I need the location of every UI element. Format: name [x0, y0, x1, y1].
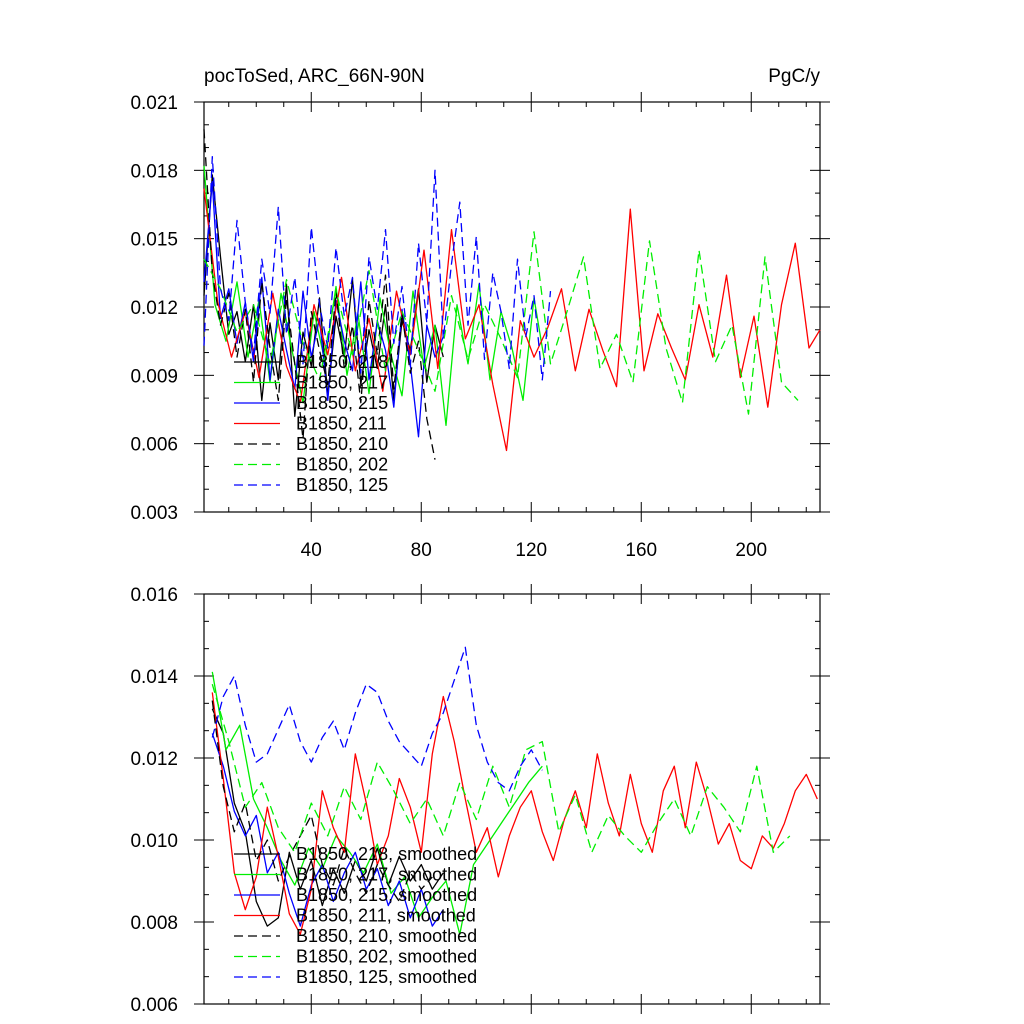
legend-label: B1850, 210	[296, 434, 388, 454]
y-tick-label: 0.012	[130, 749, 178, 770]
bottom-panel: 0.006 0.008 0.010 0.012 0.014 0.016 B1850, 21…	[130, 584, 830, 1016]
x-tick-label: 80	[411, 540, 432, 561]
chart-units-label: PgC/y	[768, 66, 820, 87]
top-ticks: 0.003 0.006 0.009 0.012 0.015 0.018 0.021 40 80 1…	[130, 92, 830, 561]
x-tick-label: 40	[301, 540, 322, 561]
x-tick-label: 160	[625, 540, 657, 561]
legend-label: B1850, 125	[296, 475, 388, 495]
y-tick-label: 0.006	[130, 435, 178, 456]
y-tick-label: 0.003	[130, 503, 178, 524]
legend-label: B1850, 202, smoothed	[296, 947, 477, 967]
series-line	[211, 708, 444, 927]
legend-label: B1850, 217, smoothed	[296, 865, 477, 885]
y-tick-label: 0.008	[130, 913, 178, 934]
top-series-group	[203, 129, 821, 460]
bottom-panel-frame	[203, 593, 821, 1005]
series-line	[211, 684, 791, 853]
series-line	[211, 671, 543, 935]
legend-label: B1850, 211	[296, 414, 387, 434]
legend-label: B1850, 210, smoothed	[296, 926, 477, 946]
legend-label: B1850, 217	[296, 373, 388, 393]
chart-title-left: pocToSed, ARC_66N-90N	[204, 66, 425, 87]
series-line	[211, 646, 543, 792]
legend-label: B1850, 125, smoothed	[296, 967, 477, 987]
series-line	[203, 231, 799, 415]
series-line	[203, 129, 436, 460]
series-line	[203, 156, 552, 381]
x-tick-label: 200	[735, 540, 767, 561]
y-tick-label: 0.014	[130, 667, 178, 688]
legend-label: B1850, 202	[296, 455, 388, 475]
bottom-ticks: 0.006 0.008 0.010 0.012 0.014 0.016	[130, 584, 830, 1016]
y-tick-label: 0.016	[130, 585, 178, 606]
y-tick-label: 0.012	[130, 298, 178, 319]
y-tick-label: 0.006	[130, 995, 178, 1016]
y-tick-label: 0.010	[130, 831, 178, 852]
legend-label: B1850, 211, smoothed	[296, 906, 476, 926]
y-tick-label: 0.021	[130, 93, 178, 114]
legend-label: B1850, 218	[296, 352, 388, 372]
legend-label: B1850, 215	[296, 393, 388, 413]
y-tick-label: 0.015	[130, 230, 178, 251]
series-line	[211, 692, 818, 935]
legend-label: B1850, 215, smoothed	[296, 885, 477, 905]
series-line	[211, 700, 433, 903]
bottom-series-group	[211, 646, 818, 935]
series-line	[211, 733, 444, 927]
legend-label: B1850, 218, smoothed	[296, 844, 477, 864]
x-tick-label: 120	[515, 540, 547, 561]
top-panel: 0.003 0.006 0.009 0.012 0.015 0.018 0.021 40 80 1…	[130, 92, 830, 561]
y-tick-label: 0.009	[130, 366, 178, 387]
y-tick-label: 0.018	[130, 161, 178, 182]
